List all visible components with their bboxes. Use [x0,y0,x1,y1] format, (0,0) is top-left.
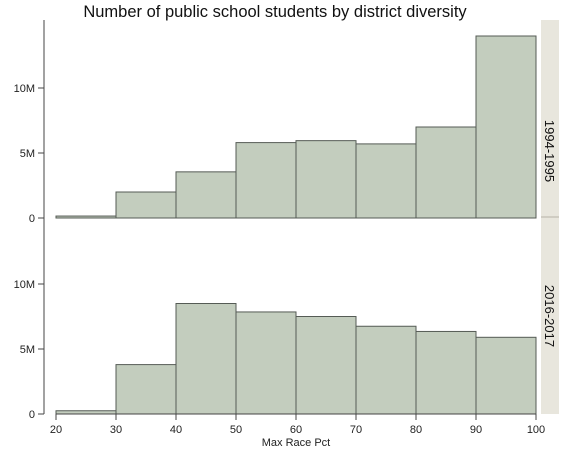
x-tick-label: 20 [50,424,62,436]
bar-1994-1995-20-30 [55,215,117,219]
y-ticks-1994-1995: 0 5M 10M [14,83,44,225]
bar-1994-1995-30-40 [115,191,177,219]
facet-separator [541,216,559,218]
bar-1994-1995-60-70 [295,140,357,219]
x-axis-label: Max Race Pct [262,437,330,449]
bar-2016-2017-30-40 [115,364,177,415]
bar-1994-1995-80-90 [415,126,477,219]
bar-1994-1995-90-100 [475,35,537,219]
x-tick-label: 50 [230,424,242,436]
x-tick-label: 30 [110,424,122,436]
bar-2016-2017-90-100 [475,336,537,415]
y-tick-label: 5M [20,148,35,160]
x-tick-label: 40 [170,424,182,436]
y-tick-label: 10M [14,279,35,291]
x-tick-label: 100 [527,424,545,436]
bar-1994-1995-70-80 [355,143,417,219]
facet-strip-2016-2017 [541,218,559,414]
x-axis: 20 30 40 50 60 70 80 90 100 [50,413,545,436]
facet-panel-2016-2017: 0 5M 10M 2016-2017 [14,218,559,421]
facet-panel-1994-1995: 0 5M 10M 1994-1995 [14,20,559,225]
bar-2016-2017-80-90 [415,330,477,415]
bars-1994-1995 [55,35,537,219]
facet-strip-1994-1995 [541,20,559,218]
chart-title: Number of public school students by dist… [83,3,467,21]
bar-2016-2017-60-70 [295,316,357,415]
bar-2016-2017-70-80 [355,325,417,415]
facet-label-1994-1995: 1994-1995 [542,120,557,182]
y-tick-label: 0 [29,409,35,421]
bar-2016-2017-40-50 [175,303,237,415]
y-ticks-2016-2017: 0 5M 10M [14,279,44,421]
facet-label-2016-2017: 2016-2017 [542,285,557,347]
x-tick-label: 60 [290,424,302,436]
bars-2016-2017 [55,303,537,415]
bar-2016-2017-50-60 [235,311,297,415]
x-tick-label: 90 [470,424,482,436]
bar-1994-1995-40-50 [175,171,237,219]
x-tick-label: 70 [350,424,362,436]
bar-1994-1995-50-60 [235,142,297,219]
y-tick-label: 10M [14,83,35,95]
y-tick-label: 0 [29,213,35,225]
y-tick-label: 5M [20,344,35,356]
x-tick-label: 80 [410,424,422,436]
